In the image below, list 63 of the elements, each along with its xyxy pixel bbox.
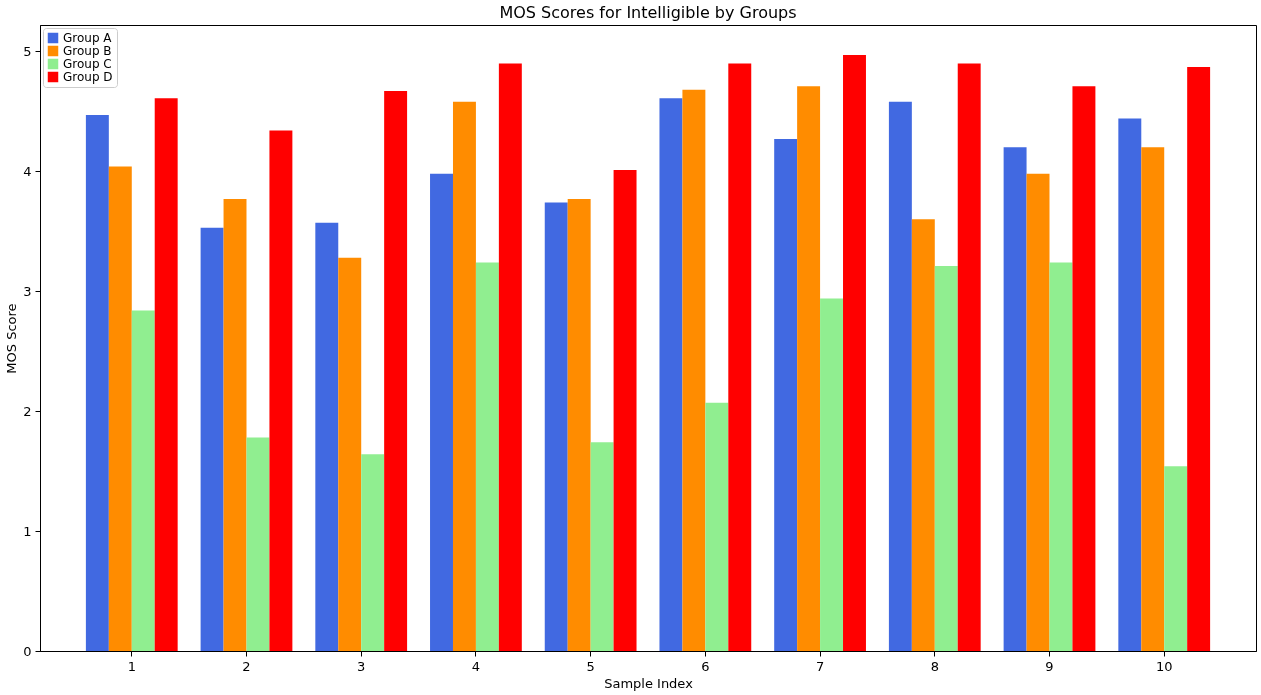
bar — [338, 257, 362, 651]
bar — [269, 130, 293, 651]
x-tick-label: 9 — [1045, 658, 1054, 674]
bar — [315, 222, 339, 651]
legend-label: Group A — [63, 31, 113, 45]
bar — [108, 166, 132, 651]
bar — [200, 227, 224, 651]
legend-label: Group D — [63, 70, 113, 84]
bar — [843, 54, 866, 651]
x-tick-label: 2 — [242, 658, 251, 674]
legend-label: Group B — [63, 44, 112, 58]
bar — [659, 98, 683, 651]
bar — [384, 90, 408, 651]
bar — [475, 262, 499, 651]
y-tick-label: 3 — [23, 283, 32, 299]
x-tick-label: 8 — [930, 658, 939, 674]
bar — [1118, 118, 1142, 651]
bar — [590, 442, 614, 651]
bar — [430, 173, 453, 651]
y-axis-title: MOS Score — [4, 303, 20, 374]
x-tick-label: 6 — [701, 658, 710, 674]
bar — [131, 310, 155, 651]
bar — [613, 170, 637, 651]
chart-title: MOS Scores for Intelligible by Groups — [499, 3, 797, 22]
bar — [246, 437, 270, 651]
y-tick-label: 2 — [23, 403, 32, 419]
bar — [682, 89, 706, 651]
x-tick-label: 3 — [357, 658, 366, 674]
bar — [223, 198, 247, 651]
y-tick-label: 5 — [23, 43, 32, 59]
bar — [1003, 147, 1027, 651]
bar — [498, 63, 522, 651]
x-tick-label: 4 — [471, 658, 481, 674]
bar — [567, 198, 591, 651]
bar — [774, 138, 798, 651]
bar — [1187, 66, 1211, 651]
x-tick-label: 1 — [127, 658, 136, 674]
bar — [888, 101, 912, 651]
bar — [1164, 466, 1188, 651]
bar — [797, 86, 821, 651]
bar — [728, 63, 752, 651]
bar — [361, 454, 385, 651]
x-axis-title: Sample Index — [604, 675, 694, 691]
bar — [911, 219, 935, 651]
bar — [154, 98, 178, 651]
bar — [1072, 86, 1096, 651]
bar — [1141, 147, 1165, 651]
x-tick-label: 10 — [1155, 658, 1173, 674]
y-tick-label: 0 — [23, 643, 32, 659]
bar — [452, 101, 476, 651]
bar — [85, 114, 109, 651]
bar — [544, 202, 568, 651]
x-tick-label: 5 — [586, 658, 595, 674]
bar — [705, 402, 729, 651]
bar — [820, 298, 844, 651]
y-tick-label: 1 — [23, 523, 32, 539]
bar — [1049, 262, 1073, 651]
x-tick-label: 7 — [815, 658, 825, 674]
bar — [934, 266, 958, 651]
bar — [957, 63, 981, 651]
bar — [1026, 173, 1050, 651]
y-tick-label: 4 — [23, 163, 32, 179]
legend-label: Group C — [63, 57, 112, 71]
